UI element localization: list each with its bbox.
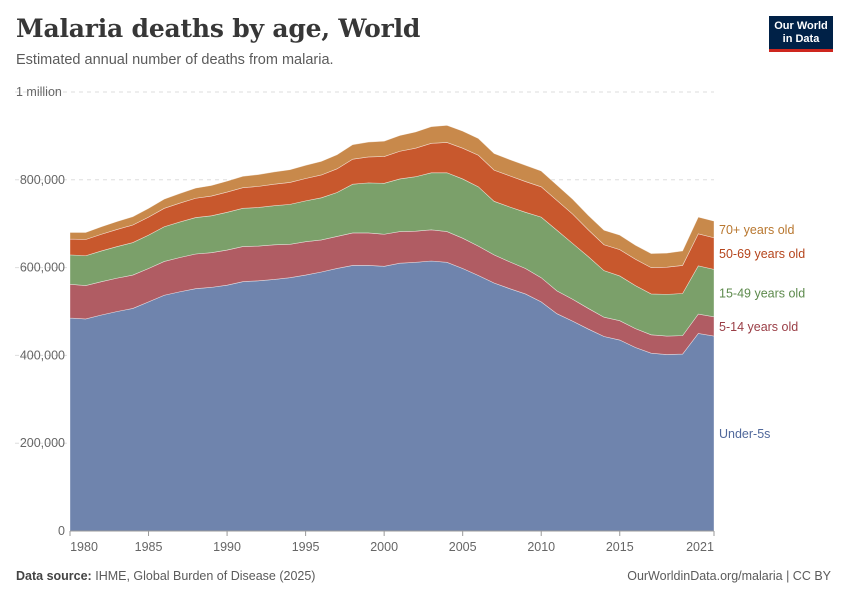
y-tick-label: 400,000 [20,348,65,362]
x-tick-label: 1980 [70,540,98,554]
chart-title: Malaria deaths by age, World [16,14,421,43]
y-tick-label: 200,000 [20,436,65,450]
logo-line-2: in Data [782,33,820,45]
y-tick-label: 600,000 [20,261,65,275]
x-tick-label: 2000 [370,540,398,554]
y-tick-label: 1 million [16,85,62,99]
y-tick-label: 800,000 [20,173,65,187]
x-tick-label: 2015 [606,540,634,554]
x-tick-label: 1985 [135,540,163,554]
series-label: 50-69 years old [719,247,805,261]
series-label: 15-49 years old [719,287,805,301]
x-tick-label: 1995 [292,540,320,554]
data-source-text: IHME, Global Burden of Disease (2025) [95,569,316,583]
series-label: 5-14 years old [719,320,798,334]
x-tick-label: 1990 [213,540,241,554]
data-source-label: Data source: [16,569,92,583]
x-tick-label: 2010 [527,540,555,554]
chart-subtitle: Estimated annual number of deaths from m… [16,52,334,68]
area-70-years-old[interactable] [69,125,715,268]
owid-logo[interactable]: Our World in Data [769,16,833,52]
area-series [69,125,715,532]
y-tick-label: 0 [58,524,65,538]
data-source: Data source: IHME, Global Burden of Dise… [16,569,315,583]
series-label: Under-5s [719,427,770,441]
series-labels: Under-5s 5-14 years old 15-49 years old 50-… [719,223,805,441]
x-tick-label: 2021 [686,540,714,554]
axes: 0 200,000 400,000 600,000 800,000 1 million 19… [16,85,715,554]
logo-line-1: Our World [774,20,828,32]
x-tick-label: 2005 [449,540,477,554]
footer-link[interactable]: OurWorldinData.org/malaria | CC BY [627,569,831,583]
series-label: 70+ years old [719,223,794,237]
